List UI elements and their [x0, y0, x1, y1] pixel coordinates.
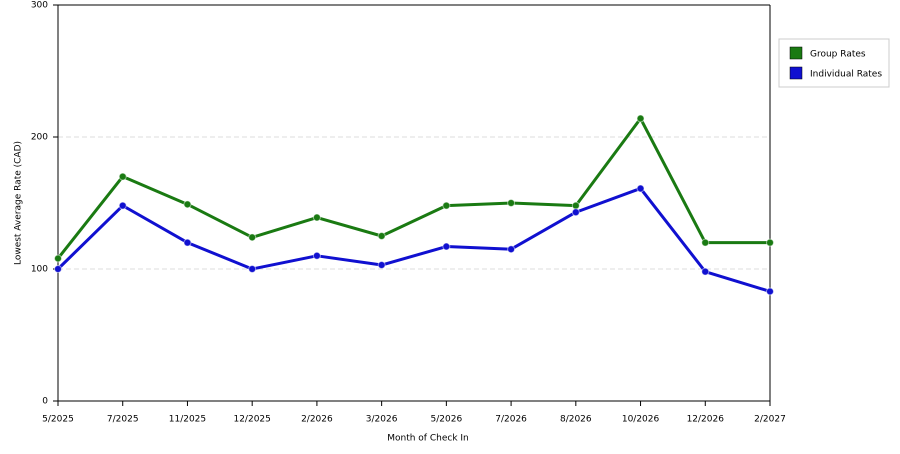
x-tick-label: 8/2026 — [560, 415, 592, 425]
legend-box — [778, 38, 890, 88]
legend-swatch — [789, 66, 803, 80]
x-axis-label: Month of Check In — [387, 434, 469, 444]
series-line — [56, 117, 770, 260]
data-point — [701, 267, 710, 276]
data-point — [377, 232, 386, 240]
data-point — [377, 261, 386, 270]
data-point — [442, 201, 451, 210]
x-tick-label: 12/2026 — [687, 415, 725, 425]
x-tick-label: 2/2027 — [754, 415, 786, 425]
data-point — [54, 265, 62, 273]
data-point — [442, 242, 451, 251]
data-point — [766, 238, 774, 247]
data-point — [248, 265, 257, 273]
data-point — [636, 184, 645, 193]
data-point — [118, 172, 127, 181]
x-tick-label: 7/2026 — [495, 415, 527, 425]
data-point — [636, 114, 645, 123]
y-tick-label: 200 — [31, 133, 48, 143]
y-tick-label: 300 — [31, 1, 48, 11]
data-point — [183, 200, 192, 209]
data-point — [248, 233, 257, 242]
data-point — [571, 201, 580, 210]
y-axis-label: Lowest Average Rate (CAD) — [14, 141, 24, 265]
data-point — [54, 254, 62, 263]
data-point — [766, 287, 774, 296]
plot-area — [58, 5, 770, 401]
legend-label: Individual Rates — [810, 70, 882, 80]
x-tick-label: 5/2026 — [431, 415, 463, 425]
data-point — [312, 213, 321, 222]
data-point — [118, 201, 127, 210]
data-point — [507, 199, 516, 207]
legend-label: Group Rates — [810, 50, 866, 60]
x-tick-label: 7/2025 — [107, 415, 139, 425]
y-tick-label: 0 — [42, 397, 48, 407]
data-point — [507, 245, 516, 254]
y-tick-label: 100 — [31, 265, 48, 275]
legend-swatch — [789, 46, 803, 60]
x-tick-label: 12/2025 — [233, 415, 270, 425]
x-tick-label: 10/2026 — [622, 415, 660, 425]
x-tick-label: 3/2026 — [366, 415, 398, 425]
data-point — [183, 238, 192, 247]
data-point — [701, 238, 710, 247]
series-line — [56, 186, 771, 293]
data-point — [571, 208, 580, 217]
x-tick-label: 11/2025 — [169, 415, 206, 425]
x-tick-label: 2/2026 — [301, 415, 333, 425]
x-tick-label: 5/2025 — [42, 415, 74, 425]
data-point — [312, 251, 321, 260]
